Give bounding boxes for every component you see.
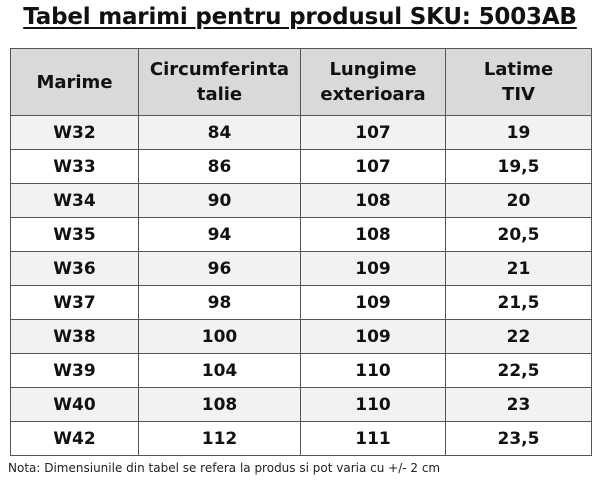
header-size-label: Marime xyxy=(36,71,113,93)
cell-waist: 108 xyxy=(138,387,301,422)
cell-hem-width: 23 xyxy=(445,387,592,422)
cell-hem-width: 20,5 xyxy=(445,217,592,252)
table-row: W35 94 108 20,5 xyxy=(10,217,592,252)
cell-hem-width: 23,5 xyxy=(445,421,592,456)
table-row: W40 108 110 23 xyxy=(10,387,592,422)
table-row: W37 98 109 21,5 xyxy=(10,285,592,320)
cell-waist: 112 xyxy=(138,421,301,456)
cell-waist: 94 xyxy=(138,217,301,252)
header-waist-line2: talie xyxy=(196,84,243,105)
table-row: W33 86 107 19,5 xyxy=(10,149,592,184)
cell-waist: 86 xyxy=(138,149,301,184)
header-waist-line1: Circumferinta xyxy=(149,59,290,80)
cell-size: W32 xyxy=(10,115,139,150)
cell-hem-width: 20 xyxy=(445,183,592,218)
cell-size: W33 xyxy=(10,149,139,184)
table-header: Marime Circumferinta talie Lungime exter… xyxy=(10,48,592,116)
cell-length: 108 xyxy=(300,183,446,218)
page-title: Tabel marimi pentru produsul SKU: 5003AB xyxy=(23,4,577,30)
cell-length: 110 xyxy=(300,387,446,422)
cell-size: W34 xyxy=(10,183,139,218)
cell-length: 109 xyxy=(300,285,446,320)
cell-waist: 84 xyxy=(138,115,301,150)
header-hem-width-line2: TIV xyxy=(502,84,535,105)
header-hem-width-line1: Latime xyxy=(483,59,554,80)
cell-length: 111 xyxy=(300,421,446,456)
table-row: W34 90 108 20 xyxy=(10,183,592,218)
cell-waist: 104 xyxy=(138,353,301,388)
cell-waist: 100 xyxy=(138,319,301,354)
table-row: W36 96 109 21 xyxy=(10,251,592,286)
cell-hem-width: 19,5 xyxy=(445,149,592,184)
cell-waist: 98 xyxy=(138,285,301,320)
table-body: W32 84 107 19 W33 86 107 19,5 W34 90 108… xyxy=(10,115,592,456)
header-length-line2: exterioara xyxy=(320,84,426,105)
cell-size: W36 xyxy=(10,251,139,286)
cell-length: 110 xyxy=(300,353,446,388)
cell-waist: 90 xyxy=(138,183,301,218)
cell-hem-width: 22 xyxy=(445,319,592,354)
header-length: Lungime exterioara xyxy=(300,48,446,116)
cell-length: 109 xyxy=(300,251,446,286)
cell-size: W35 xyxy=(10,217,139,252)
cell-hem-width: 21 xyxy=(445,251,592,286)
cell-size: W37 xyxy=(10,285,139,320)
cell-size: W39 xyxy=(10,353,139,388)
header-hem-width: Latime TIV xyxy=(445,48,592,116)
header-row: Marime Circumferinta talie Lungime exter… xyxy=(10,48,592,116)
header-waist: Circumferinta talie xyxy=(138,48,301,116)
table-row: W38 100 109 22 xyxy=(10,319,592,354)
table-row: W42 112 111 23,5 xyxy=(10,421,592,456)
cell-waist: 96 xyxy=(138,251,301,286)
header-length-line1: Lungime xyxy=(329,59,417,80)
cell-size: W40 xyxy=(10,387,139,422)
footnote: Nota: Dimensiunile din tabel se refera l… xyxy=(8,461,441,475)
cell-size: W42 xyxy=(10,421,139,456)
cell-length: 108 xyxy=(300,217,446,252)
cell-hem-width: 19 xyxy=(445,115,592,150)
cell-length: 107 xyxy=(300,149,446,184)
table-row: W32 84 107 19 xyxy=(10,115,592,150)
cell-hem-width: 21,5 xyxy=(445,285,592,320)
header-size: Marime xyxy=(10,48,139,116)
cell-size: W38 xyxy=(10,319,139,354)
size-table: Marime Circumferinta talie Lungime exter… xyxy=(10,48,592,456)
cell-length: 109 xyxy=(300,319,446,354)
cell-hem-width: 22,5 xyxy=(445,353,592,388)
table-row: W39 104 110 22,5 xyxy=(10,353,592,388)
cell-length: 107 xyxy=(300,115,446,150)
